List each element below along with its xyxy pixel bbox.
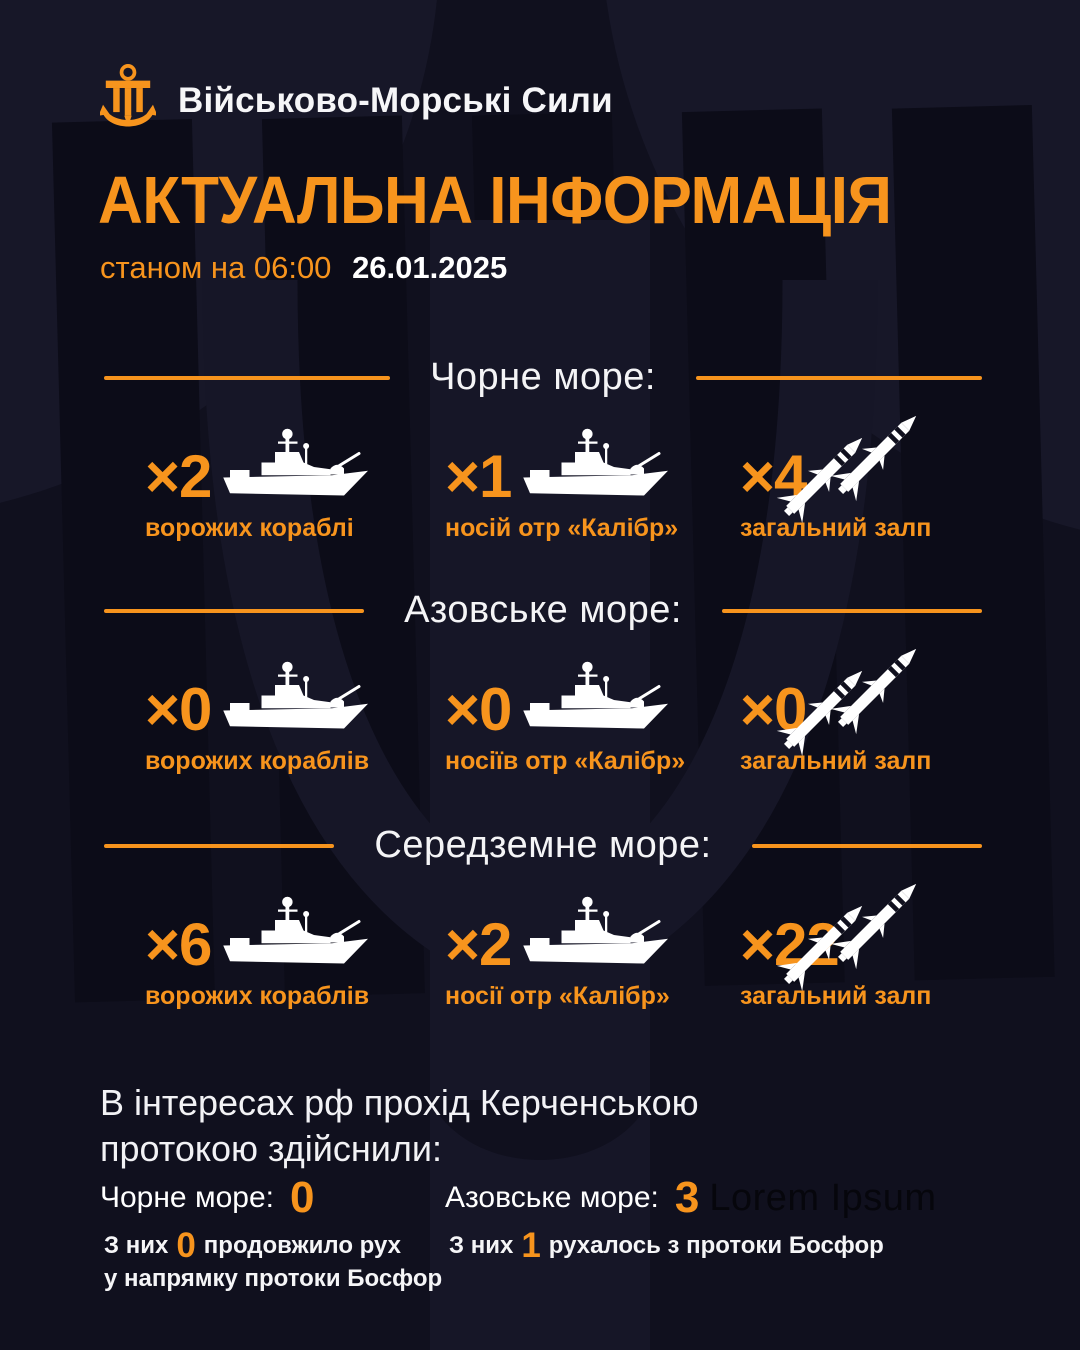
stat-black-sea-ships: ×2 ворожих кораблі	[145, 424, 445, 543]
report-date: 26.01.2025	[352, 250, 508, 285]
section-title: Чорне море:	[430, 356, 656, 398]
stat-azov-kalibr: ×0 носіїв отр «Калібр»	[445, 657, 745, 776]
kerch-sea-label: Чорне море:	[100, 1181, 274, 1214]
stat-mediterranean-kalibr: ×2 носії отр «Калібр»	[445, 892, 745, 1011]
subtitle: станом на 06:00 26.01.2025	[100, 250, 507, 286]
page-title: АКТУАЛЬНА ІНФОРМАЦІЯ	[98, 163, 892, 239]
divider-line	[695, 375, 983, 380]
warship-icon	[523, 428, 669, 496]
kerch-black-sea: Чорне море: 0 З них 0 продовжило рух у н…	[100, 1174, 442, 1293]
kerch-sea-label: Азовське море:	[445, 1181, 659, 1214]
missiles-icon	[776, 396, 964, 524]
header-brand: Військово-Морські Сили	[100, 64, 613, 138]
navy-anchor-trident-icon	[100, 64, 156, 127]
divider-line	[104, 843, 335, 848]
stat-label: ворожих кораблів	[145, 982, 370, 1010]
section-title: Азовське море:	[404, 589, 682, 631]
note-value: 0	[176, 1226, 196, 1265]
note-suffix: продовжило рух	[203, 1231, 401, 1259]
note-line2: у напрямку протоки Босфор	[104, 1265, 443, 1292]
stat-label: носіїв отр «Калібр»	[445, 747, 686, 775]
stat-count: ×1	[445, 443, 512, 511]
kerch-azov-sea: Азовське море: 3 Lorem Ipsum З них 1 рух…	[445, 1173, 937, 1265]
stat-azov-ships: ×0 ворожих кораблів	[145, 657, 445, 776]
stat-azov-salvo: ×0 загальний залп	[740, 648, 1040, 776]
stat-black-sea-salvo: ×4 загальний залп	[740, 415, 1040, 543]
kerch-sea-value: 3	[674, 1173, 700, 1222]
brand-name: Військово-Морські Сили	[178, 81, 613, 120]
stat-label: носії отр «Калібр»	[445, 982, 670, 1010]
stat-label: загальний залп	[740, 747, 932, 775]
section-title: Середземне море:	[374, 824, 712, 866]
note-prefix: З них	[449, 1231, 514, 1259]
note-prefix: З них	[104, 1231, 169, 1259]
section-header-black-sea: Чорне море:	[104, 356, 983, 399]
missiles-icon	[776, 864, 964, 992]
stat-label: ворожих кораблі	[145, 514, 354, 542]
stat-mediterranean-ships: ×6 ворожих кораблів	[145, 892, 445, 1011]
divider-line	[751, 843, 983, 848]
stat-count: ×2	[445, 911, 512, 979]
divider-line	[721, 608, 982, 613]
kerch-heading: В інтересах рф прохід Керченською проток…	[100, 1080, 699, 1172]
kerch-heading-line2: протокою здійснили:	[100, 1128, 442, 1169]
stat-label: загальний залп	[740, 982, 932, 1010]
stat-black-sea-kalibr: ×1 носій отр «Калібр»	[445, 424, 745, 543]
stat-count: ×0	[445, 676, 512, 744]
stat-label: загальний залп	[740, 514, 932, 542]
note-suffix: рухалось з протоки Босфор	[548, 1231, 884, 1259]
section-header-mediterranean-sea: Середземне море:	[104, 824, 983, 867]
divider-line	[104, 375, 391, 380]
kerch-heading-line1: В інтересах рф прохід Керченською	[100, 1082, 699, 1123]
divider-line	[104, 608, 365, 613]
warship-icon	[523, 896, 669, 964]
warship-icon	[223, 661, 369, 729]
stat-label: ворожих кораблів	[145, 747, 370, 775]
missiles-icon	[776, 629, 964, 757]
stat-mediterranean-salvo: ×22 загальний залп	[740, 883, 1040, 1011]
stat-count: ×6	[145, 911, 212, 979]
stat-label: носій отр «Калібр»	[445, 514, 679, 542]
warship-icon	[223, 896, 369, 964]
stat-count: ×2	[145, 443, 212, 511]
kerch-sea-value: 0	[289, 1173, 315, 1222]
note-value: 1	[521, 1226, 541, 1265]
warship-icon	[523, 661, 669, 729]
stat-count: ×0	[145, 676, 212, 744]
warship-icon	[223, 428, 369, 496]
lorem-ipsum-watermark: Lorem Ipsum	[709, 1176, 937, 1219]
as-of-time: станом на 06:00	[100, 250, 332, 285]
section-header-azov-sea: Азовське море:	[104, 589, 982, 632]
